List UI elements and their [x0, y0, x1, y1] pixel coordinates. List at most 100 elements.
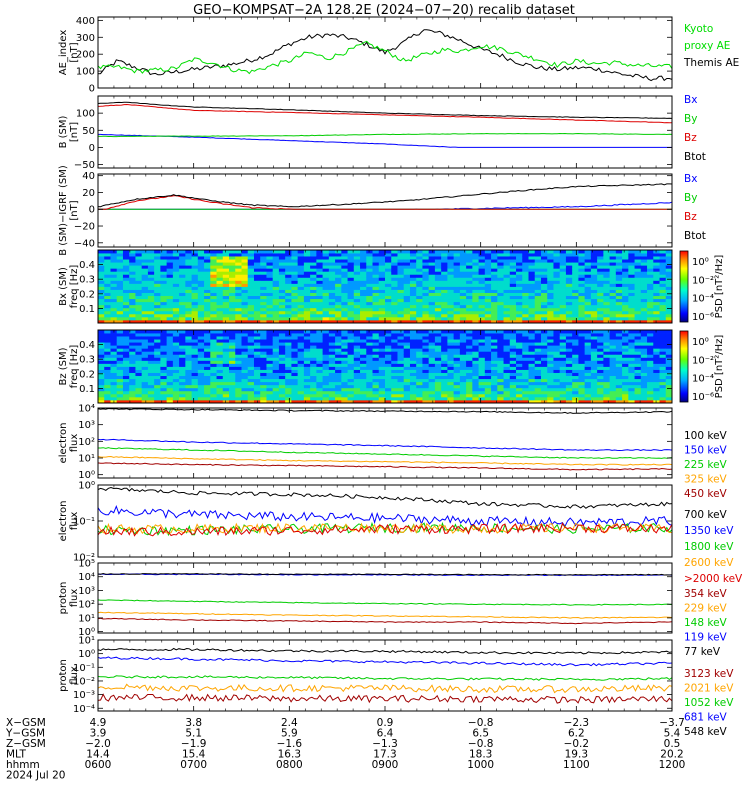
spectrogram-cell: [597, 298, 604, 303]
spectrogram-cell: [565, 313, 573, 318]
spectrogram-cell: [135, 283, 143, 287]
spectrogram-cell: [172, 381, 180, 386]
spectrogram-cell: [191, 369, 199, 373]
spectrogram-cell: [509, 313, 517, 318]
spectrogram-cell: [179, 330, 186, 334]
spectrogram-cell: [516, 393, 523, 398]
series-line: [98, 572, 672, 576]
spectrogram-cell: [347, 256, 355, 260]
spectrogram-cell: [110, 393, 118, 398]
spectrogram-cell: [647, 310, 654, 315]
spectrogram-cell: [434, 393, 442, 398]
spectrogram-cell: [628, 381, 635, 386]
spectrogram-cell: [253, 360, 261, 364]
spectrogram-cell: [235, 298, 242, 303]
spectrogram-cell: [147, 375, 155, 380]
spectrogram-cell: [191, 390, 199, 395]
spectrogram-cell: [397, 369, 405, 373]
spectrogram-cell: [222, 345, 230, 349]
spectrogram-cell: [628, 313, 635, 318]
spectrogram-cell: [647, 399, 654, 404]
spectrogram-cell: [478, 387, 486, 392]
spectrogram-cell: [310, 345, 317, 349]
spectrogram-cell: [416, 307, 423, 312]
spectrogram-cell: [547, 384, 554, 389]
spectrogram-cell: [141, 271, 149, 275]
spectrogram-cell: [110, 363, 118, 367]
spectrogram-cell: [422, 393, 430, 398]
spectrogram-cell: [547, 274, 554, 278]
spectrogram-cell: [335, 319, 342, 324]
spectrogram-cell: [210, 277, 217, 281]
spectrogram-cell: [179, 265, 186, 269]
spectrogram-cell: [204, 336, 211, 340]
spectrogram-cell: [647, 348, 654, 352]
ephemeris-value: 1200: [659, 759, 686, 771]
spectrogram-cell: [416, 333, 423, 337]
spectrogram-cell: [372, 375, 380, 380]
spectrogram-cell: [603, 339, 611, 343]
spectrogram-cell: [129, 375, 136, 380]
spectrogram-cell: [534, 256, 542, 260]
spectrogram-cell: [116, 286, 124, 290]
spectrogram-cell: [303, 292, 311, 297]
spectrogram-cell: [204, 381, 211, 386]
spectrogram-cell: [172, 384, 180, 389]
spectrogram-cell: [478, 384, 486, 389]
spectrogram-cell: [391, 316, 398, 321]
spectrogram-cell: [366, 366, 373, 370]
spectrogram-cell: [559, 354, 567, 358]
spectrogram-cell: [553, 304, 561, 309]
spectrogram-cell: [147, 289, 155, 293]
spectrogram-cell: [229, 366, 236, 370]
spectrogram-cell: [191, 250, 199, 254]
spectrogram-cell: [478, 366, 486, 370]
spectrogram-cell: [503, 384, 511, 389]
spectrogram-cell: [235, 333, 242, 337]
spectrogram-cell: [247, 330, 255, 334]
spectrogram-cell: [341, 253, 348, 257]
spectrogram-cell: [640, 336, 648, 340]
spectrogram-cell: [191, 301, 199, 306]
spectrogram-cell: [160, 298, 168, 303]
spectrogram-cell: [341, 369, 348, 373]
spectrogram-cell: [472, 274, 479, 278]
spectrogram-cell: [590, 292, 598, 297]
legend-entry: 100 keV: [684, 430, 728, 442]
y-tick-label: 10¹: [78, 454, 95, 465]
spectrogram-cell: [528, 265, 536, 269]
spectrogram-cell: [409, 399, 417, 404]
legend-entry: 229 keV: [684, 603, 728, 615]
spectrogram-cell: [422, 289, 430, 293]
spectrogram-cell: [503, 336, 511, 340]
spectrogram-cell: [179, 396, 186, 401]
spectrogram-cell: [204, 256, 211, 260]
spectrogram-cell: [584, 277, 592, 281]
spectrogram-cell: [665, 319, 673, 324]
spectrogram-cell: [497, 292, 504, 297]
spectrogram-cell: [447, 375, 455, 380]
spectrogram-cell: [154, 250, 161, 254]
spectrogram-cell: [335, 336, 342, 340]
spectrogram-cell: [160, 253, 168, 257]
spectrogram-cell: [353, 384, 361, 389]
spectrogram-cell: [447, 286, 455, 290]
spectrogram-cell: [653, 274, 660, 278]
spectrogram-cell: [378, 366, 386, 370]
spectrogram-cell: [129, 387, 136, 392]
spectrogram-cell: [241, 286, 249, 290]
spectrogram-cell: [347, 333, 355, 337]
y-tick-label: 10⁰: [78, 627, 95, 638]
spectrogram-cell: [553, 351, 561, 355]
spectrogram-cell: [297, 399, 305, 404]
spectrogram-cell: [653, 345, 660, 349]
spectrogram-cell: [509, 304, 517, 309]
spectrogram-cell: [516, 390, 523, 395]
spectrogram-cell: [603, 387, 611, 392]
spectrogram-cell: [116, 319, 124, 324]
spectrogram-cell: [447, 280, 455, 284]
spectrogram-cell: [622, 336, 629, 340]
spectrogram-cell: [135, 253, 143, 257]
spectrogram-cell: [285, 372, 292, 377]
spectrogram-cell: [603, 363, 611, 367]
